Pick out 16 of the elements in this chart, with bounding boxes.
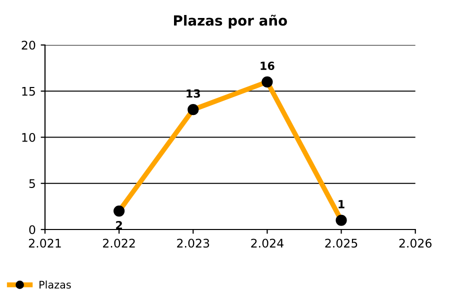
y-tick-label: 10 [22,132,36,142]
x-tick-label: 2.024 [251,238,284,248]
x-tick-label: 2.023 [177,238,210,248]
y-tick-label: 15 [22,87,35,96]
chart-title: Plazas por año [174,14,287,28]
y-tick-label: 5 [29,179,35,188]
x-tick-label: 2.026 [399,238,432,248]
data-label: 13 [186,89,200,98]
y-tick-label: 20 [22,40,36,50]
data-label: 16 [260,62,274,70]
x-tick-label: 2.021 [28,238,61,248]
x-tick-label: 2.022 [103,238,135,248]
data-label: 1 [338,200,344,208]
legend-label: Plazas [40,280,71,289]
x-tick-label: 2.025 [325,238,358,248]
y-tick-label: 0 [29,225,36,234]
